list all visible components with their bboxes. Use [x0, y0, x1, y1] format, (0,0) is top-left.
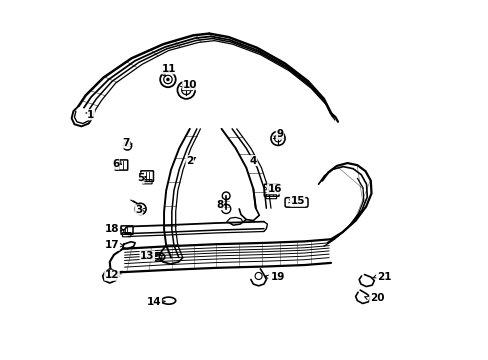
Text: 17: 17 [104, 240, 119, 250]
Text: 2: 2 [186, 156, 193, 166]
Text: 16: 16 [267, 184, 282, 194]
Text: 1: 1 [87, 110, 94, 120]
Text: 19: 19 [270, 272, 285, 282]
Text: 18: 18 [104, 224, 119, 234]
Text: 20: 20 [369, 293, 384, 303]
Text: 7: 7 [122, 138, 130, 148]
Text: 5: 5 [137, 173, 143, 183]
Text: 12: 12 [104, 270, 119, 280]
Circle shape [166, 78, 169, 81]
Text: 4: 4 [249, 156, 256, 166]
Text: 10: 10 [183, 80, 197, 90]
Text: 8: 8 [216, 200, 223, 210]
Text: 14: 14 [147, 297, 161, 307]
Text: 11: 11 [161, 64, 176, 74]
Text: 9: 9 [276, 129, 283, 139]
Text: 21: 21 [376, 272, 390, 282]
Text: 15: 15 [290, 196, 304, 206]
Text: 13: 13 [140, 251, 154, 261]
Text: 3: 3 [135, 205, 142, 215]
Text: 6: 6 [112, 159, 119, 169]
